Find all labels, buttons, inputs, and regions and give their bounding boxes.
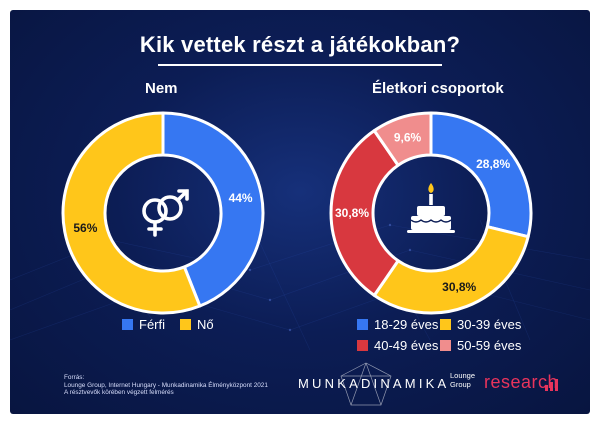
- source-line: Forrás:: [64, 374, 85, 381]
- source-line: Lounge Group, Internet Hungary - Munkadi…: [64, 381, 268, 389]
- legend-swatch-pink: [440, 340, 451, 351]
- slice-label-0-1: 56%: [73, 221, 97, 235]
- lounge-text: Lounge: [450, 371, 476, 380]
- donut-chart-nem: 44% 56%: [61, 111, 265, 315]
- slice-label-1-3: 9,6%: [394, 131, 422, 145]
- slice-label-1-1: 30,8%: [442, 280, 476, 294]
- legend-item-30-39: 30-39 éves: [440, 317, 521, 332]
- slice-label-0-0: 44%: [229, 191, 253, 205]
- group-text: Group: [450, 379, 471, 389]
- legend-item-18-29: 18-29 éves: [357, 317, 438, 332]
- source-line: A résztvevők körében végzett felmérés: [64, 389, 174, 397]
- legend-swatch-red: [357, 340, 368, 351]
- title-underline: [158, 64, 442, 66]
- legend-swatch-yellow: [440, 319, 451, 330]
- chart-title-eletkor: Életkori csoportok: [372, 80, 504, 97]
- legend-label-no: Nő: [197, 317, 214, 332]
- legend-item-50-59: 50-59 éves: [440, 338, 521, 353]
- donut-slice-0-0: [161, 111, 265, 308]
- source-note: Forrás: Lounge Group, Internet Hungary -…: [64, 374, 268, 397]
- munkadinamika-logo: MUNKADINAMIKA: [298, 376, 450, 391]
- legend-item-no: Nő: [180, 317, 214, 332]
- legend-swatch-blue: [357, 319, 368, 330]
- donut-slice-1-2: [329, 129, 400, 297]
- legend-label-30-39: 30-39 éves: [457, 317, 522, 332]
- donut-slice-1-0: [429, 111, 533, 239]
- legend-item-ferfi: Férfi: [122, 317, 165, 332]
- legend-swatch-yellow: [180, 319, 191, 330]
- legend-swatch-blue: [122, 319, 133, 330]
- donut-slice-1-1: [372, 225, 530, 315]
- page-title: Kik vettek részt a játékokban?: [139, 32, 461, 57]
- donut-slice-1-3: [372, 111, 433, 167]
- slice-label-1-0: 28,8%: [476, 157, 510, 171]
- birthday-cake-icon: [407, 183, 455, 233]
- chart-title-nem: Nem: [145, 80, 178, 97]
- legend-label-18-29: 18-29 éves: [374, 317, 439, 332]
- slice-label-1-2: 30,8%: [335, 206, 369, 220]
- donut-slice-0-1: [61, 111, 202, 315]
- legend-item-40-49: 40-49 éves: [357, 338, 438, 353]
- donut-chart-eletkor: 28,8% 30,8% 30,8% 9,6%: [329, 111, 533, 315]
- research-logo: research: [484, 372, 559, 392]
- bar-chart-icon: [545, 379, 558, 391]
- legend-label-ferfi: Férfi: [139, 317, 165, 332]
- infographic-card: Kik vettek részt a játékokban? Nem 44% 56…: [10, 10, 590, 414]
- munkadinamika-logo-graphic: [340, 362, 392, 406]
- legend-label-50-59: 50-59 éves: [457, 338, 522, 353]
- gender-symbols-icon: [142, 189, 189, 237]
- legend-label-40-49: 40-49 éves: [374, 338, 439, 353]
- lounge-group-logo: Lounge Group: [450, 371, 476, 389]
